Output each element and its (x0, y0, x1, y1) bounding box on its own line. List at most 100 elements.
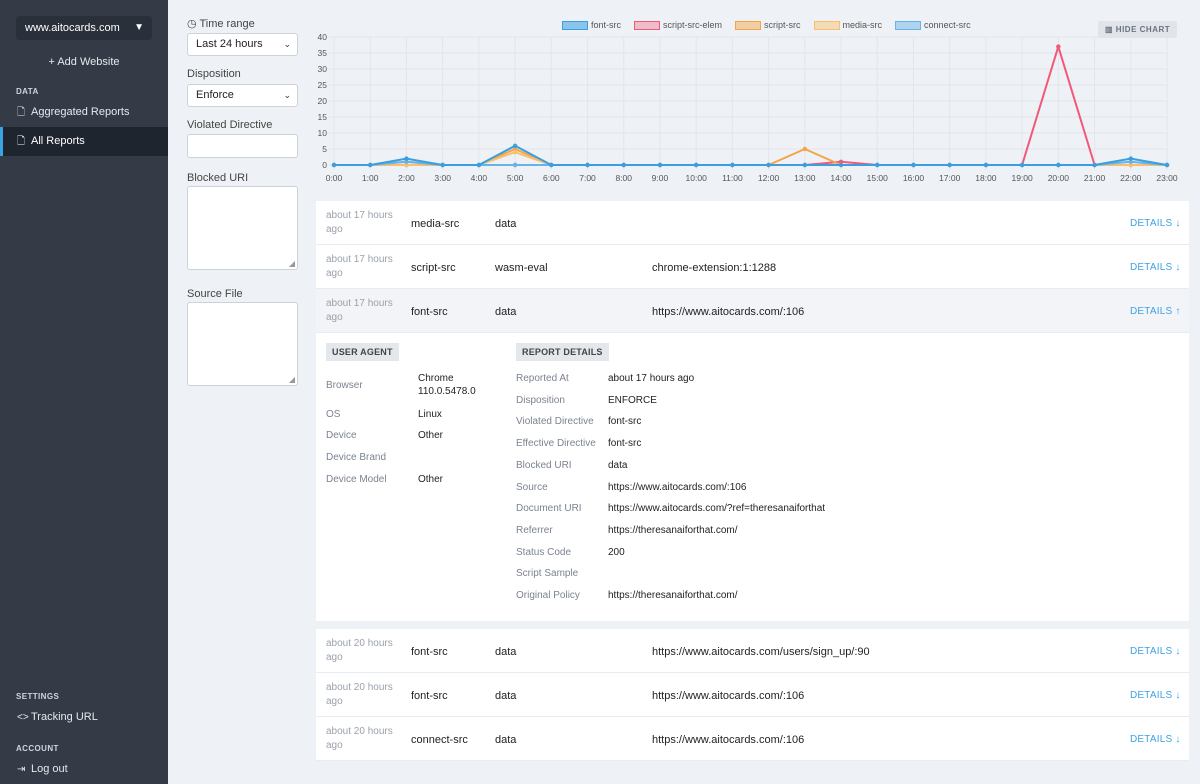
chart-legend: font-src script-src-elem script-src medi… (562, 20, 971, 30)
sidebar-item-aggregated-reports[interactable]: 🗋 Aggregated Reports (0, 98, 168, 127)
add-website-link[interactable]: + Add Website (48, 56, 120, 68)
time-range-select[interactable]: Last 24 hours ⌄ (187, 33, 298, 56)
x-tick-label: 16:00 (903, 173, 925, 183)
y-tick-label: 0 (322, 160, 327, 170)
report-source: chrome-extension:1:1288 (652, 262, 777, 274)
legend-item-connect-src[interactable]: connect-src (895, 20, 971, 30)
report-row[interactable]: about 20 hours ago font-src data https:/… (316, 673, 1189, 717)
legend-item-script-src-elem[interactable]: script-src-elem (634, 20, 722, 30)
report-row[interactable]: about 17 hours ago media-src data DETAIL… (316, 201, 1189, 245)
data-point-connect-src (1128, 159, 1133, 164)
legend-swatch (562, 20, 588, 30)
sidebar: www.aitocards.com ▼ + Add Website DATA 🗋… (0, 0, 168, 784)
report-blocked-uri: data (495, 306, 517, 318)
report-time: about 20 hours ago (326, 726, 393, 751)
document-icon: 🗋 (17, 107, 26, 118)
x-tick-label: 10:00 (686, 173, 708, 183)
reports-list: about 17 hours ago media-src data DETAIL… (316, 201, 1189, 761)
report-time: about 17 hours ago (326, 210, 393, 235)
series-line-script-src (334, 148, 1167, 166)
data-point-font-src (1092, 162, 1097, 168)
time-range-value: Last 24 hours (196, 38, 263, 50)
report-blocked-uri: data (495, 218, 517, 230)
data-point-font-src (838, 162, 844, 168)
disposition-select[interactable]: Enforce ⌄ (187, 84, 298, 107)
user-agent-tag: USER AGENT (326, 343, 399, 361)
data-point-font-src (657, 162, 663, 168)
y-tick-label: 40 (318, 32, 328, 42)
disposition-value: Enforce (196, 89, 234, 101)
sidebar-item-logout[interactable]: ⇥ Log out (0, 755, 168, 784)
data-point-media-src (512, 150, 518, 155)
report-source: https://www.aitocards.com/:106 (652, 690, 805, 702)
x-tick-label: 3:00 (434, 173, 451, 183)
blocked-uri-textarea[interactable]: ◢ (187, 186, 298, 270)
report-row[interactable]: about 17 hours ago script-src wasm-eval … (316, 245, 1189, 289)
details-toggle[interactable]: DETAILS ↓ (1130, 690, 1181, 701)
data-point-font-src (875, 162, 880, 168)
data-point-script-src-elem (1056, 44, 1061, 49)
hide-chart-button[interactable]: ▥ HIDE CHART (1098, 21, 1178, 38)
report-directive: font-src (411, 646, 448, 658)
report-row[interactable]: about 20 hours ago font-src data https:/… (316, 629, 1189, 673)
rd-value: about 17 hours ago (608, 373, 695, 384)
sidebar-item-tracking-url[interactable]: <> Tracking URL (0, 703, 168, 732)
data-point-font-src (1056, 162, 1061, 168)
details-toggle[interactable]: DETAILS ↑ (1130, 306, 1181, 317)
clock-icon: ◷ (187, 18, 197, 30)
details-toggle[interactable]: DETAILS ↓ (1130, 646, 1181, 657)
rd-value: 200 (608, 547, 625, 558)
x-tick-label: 23:00 (1156, 173, 1178, 183)
violated-directive-input[interactable] (187, 134, 298, 158)
rd-value: https://www.aitocards.com/?ref=theresana… (608, 503, 826, 514)
bar-chart-icon: ▥ (1105, 25, 1114, 34)
report-time: about 20 hours ago (326, 638, 393, 663)
legend-swatch (813, 20, 840, 30)
data-point-font-src (693, 162, 699, 168)
website-select-value: www.aitocards.com (25, 22, 120, 34)
legend-item-font-src[interactable]: font-src (562, 20, 621, 30)
ua-value-browser: Chrome 110.0.5478.0 (418, 373, 476, 397)
ua-value-os: Linux (418, 409, 442, 420)
data-point-media-src (1128, 162, 1133, 168)
legend-item-script-src[interactable]: script-src (735, 20, 801, 30)
y-tick-label: 10 (318, 128, 328, 138)
chevron-down-icon: ⌄ (283, 90, 291, 100)
data-point-font-src (440, 162, 445, 168)
details-toggle[interactable]: DETAILS ↓ (1130, 218, 1181, 229)
report-row[interactable]: about 20 hours ago connect-src data http… (316, 717, 1189, 761)
section-heading-data: DATA (16, 87, 39, 96)
x-tick-label: 5:00 (507, 173, 524, 183)
resize-grip-icon[interactable]: ◢ (288, 375, 295, 384)
rd-key: Source (516, 482, 548, 493)
rd-key: Blocked URI (516, 460, 572, 471)
report-time: about 20 hours ago (326, 682, 393, 707)
legend-item-media-src[interactable]: media-src (813, 20, 882, 30)
details-toggle[interactable]: DETAILS ↓ (1130, 734, 1181, 745)
rd-key: Reported At (516, 373, 569, 384)
resize-grip-icon[interactable]: ◢ (288, 259, 295, 268)
y-tick-label: 35 (318, 48, 328, 58)
sidebar-item-all-reports[interactable]: 🗋 All Reports (0, 127, 168, 156)
y-tick-label: 25 (318, 80, 328, 90)
details-toggle[interactable]: DETAILS ↓ (1130, 262, 1181, 273)
report-directive: font-src (411, 690, 448, 702)
rd-key: Violated Directive (516, 416, 594, 427)
violated-directive-label: Violated Directive (187, 119, 273, 131)
sidebar-item-label: All Reports (31, 135, 85, 147)
website-select[interactable]: www.aitocards.com ▼ (16, 16, 152, 40)
rd-value: font-src (608, 416, 642, 427)
x-tick-label: 14:00 (830, 173, 852, 183)
report-source: https://www.aitocards.com/users/sign_up/… (652, 646, 870, 658)
y-tick-label: 5 (322, 144, 327, 154)
x-tick-label: 12:00 (758, 173, 780, 183)
disposition-label: Disposition (187, 68, 241, 80)
report-blocked-uri: wasm-eval (495, 262, 548, 274)
source-file-textarea[interactable]: ◢ (187, 302, 298, 386)
code-icon: <> (17, 712, 29, 723)
rd-key: Original Policy (516, 590, 580, 601)
x-tick-label: 8:00 (615, 173, 632, 183)
x-tick-label: 18:00 (975, 173, 997, 183)
report-row-expanded[interactable]: about 17 hours ago font-src data https:/… (316, 289, 1189, 333)
rd-key: Status Code (516, 547, 572, 558)
